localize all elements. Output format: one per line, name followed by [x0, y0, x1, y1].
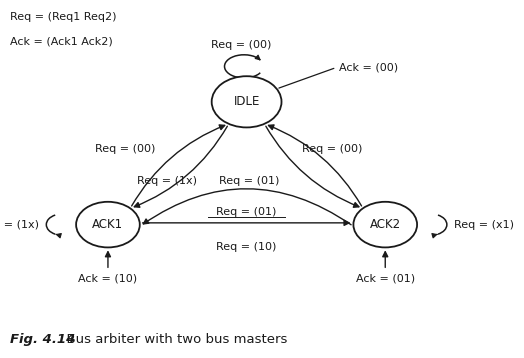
- Text: Req = (00): Req = (00): [302, 144, 362, 154]
- Ellipse shape: [353, 202, 417, 247]
- Text: Ack = (Ack1 Ack2): Ack = (Ack1 Ack2): [10, 37, 113, 47]
- Text: Bus arbiter with two bus masters: Bus arbiter with two bus masters: [58, 333, 287, 346]
- Text: Req = (00): Req = (00): [95, 144, 156, 154]
- Text: Req = (Req1 Req2): Req = (Req1 Req2): [10, 12, 117, 22]
- Text: Req = (01): Req = (01): [216, 207, 277, 217]
- Text: Ack = (00): Ack = (00): [339, 62, 398, 72]
- Text: Req = (1x): Req = (1x): [137, 176, 197, 186]
- Text: Ack = (10): Ack = (10): [79, 274, 137, 284]
- Text: ACK1: ACK1: [92, 218, 124, 231]
- Text: IDLE: IDLE: [233, 95, 260, 108]
- Text: Req = (00): Req = (00): [211, 40, 271, 50]
- Text: Req = (1x): Req = (1x): [0, 219, 39, 229]
- Text: Fig. 4.14: Fig. 4.14: [10, 333, 76, 346]
- Text: Req = (01): Req = (01): [219, 176, 279, 186]
- Text: Req = (10): Req = (10): [216, 242, 277, 252]
- Ellipse shape: [212, 76, 281, 127]
- Text: ACK2: ACK2: [370, 218, 401, 231]
- Text: Ack = (01): Ack = (01): [356, 274, 415, 284]
- Ellipse shape: [76, 202, 140, 247]
- Text: Req = (x1): Req = (x1): [454, 219, 514, 229]
